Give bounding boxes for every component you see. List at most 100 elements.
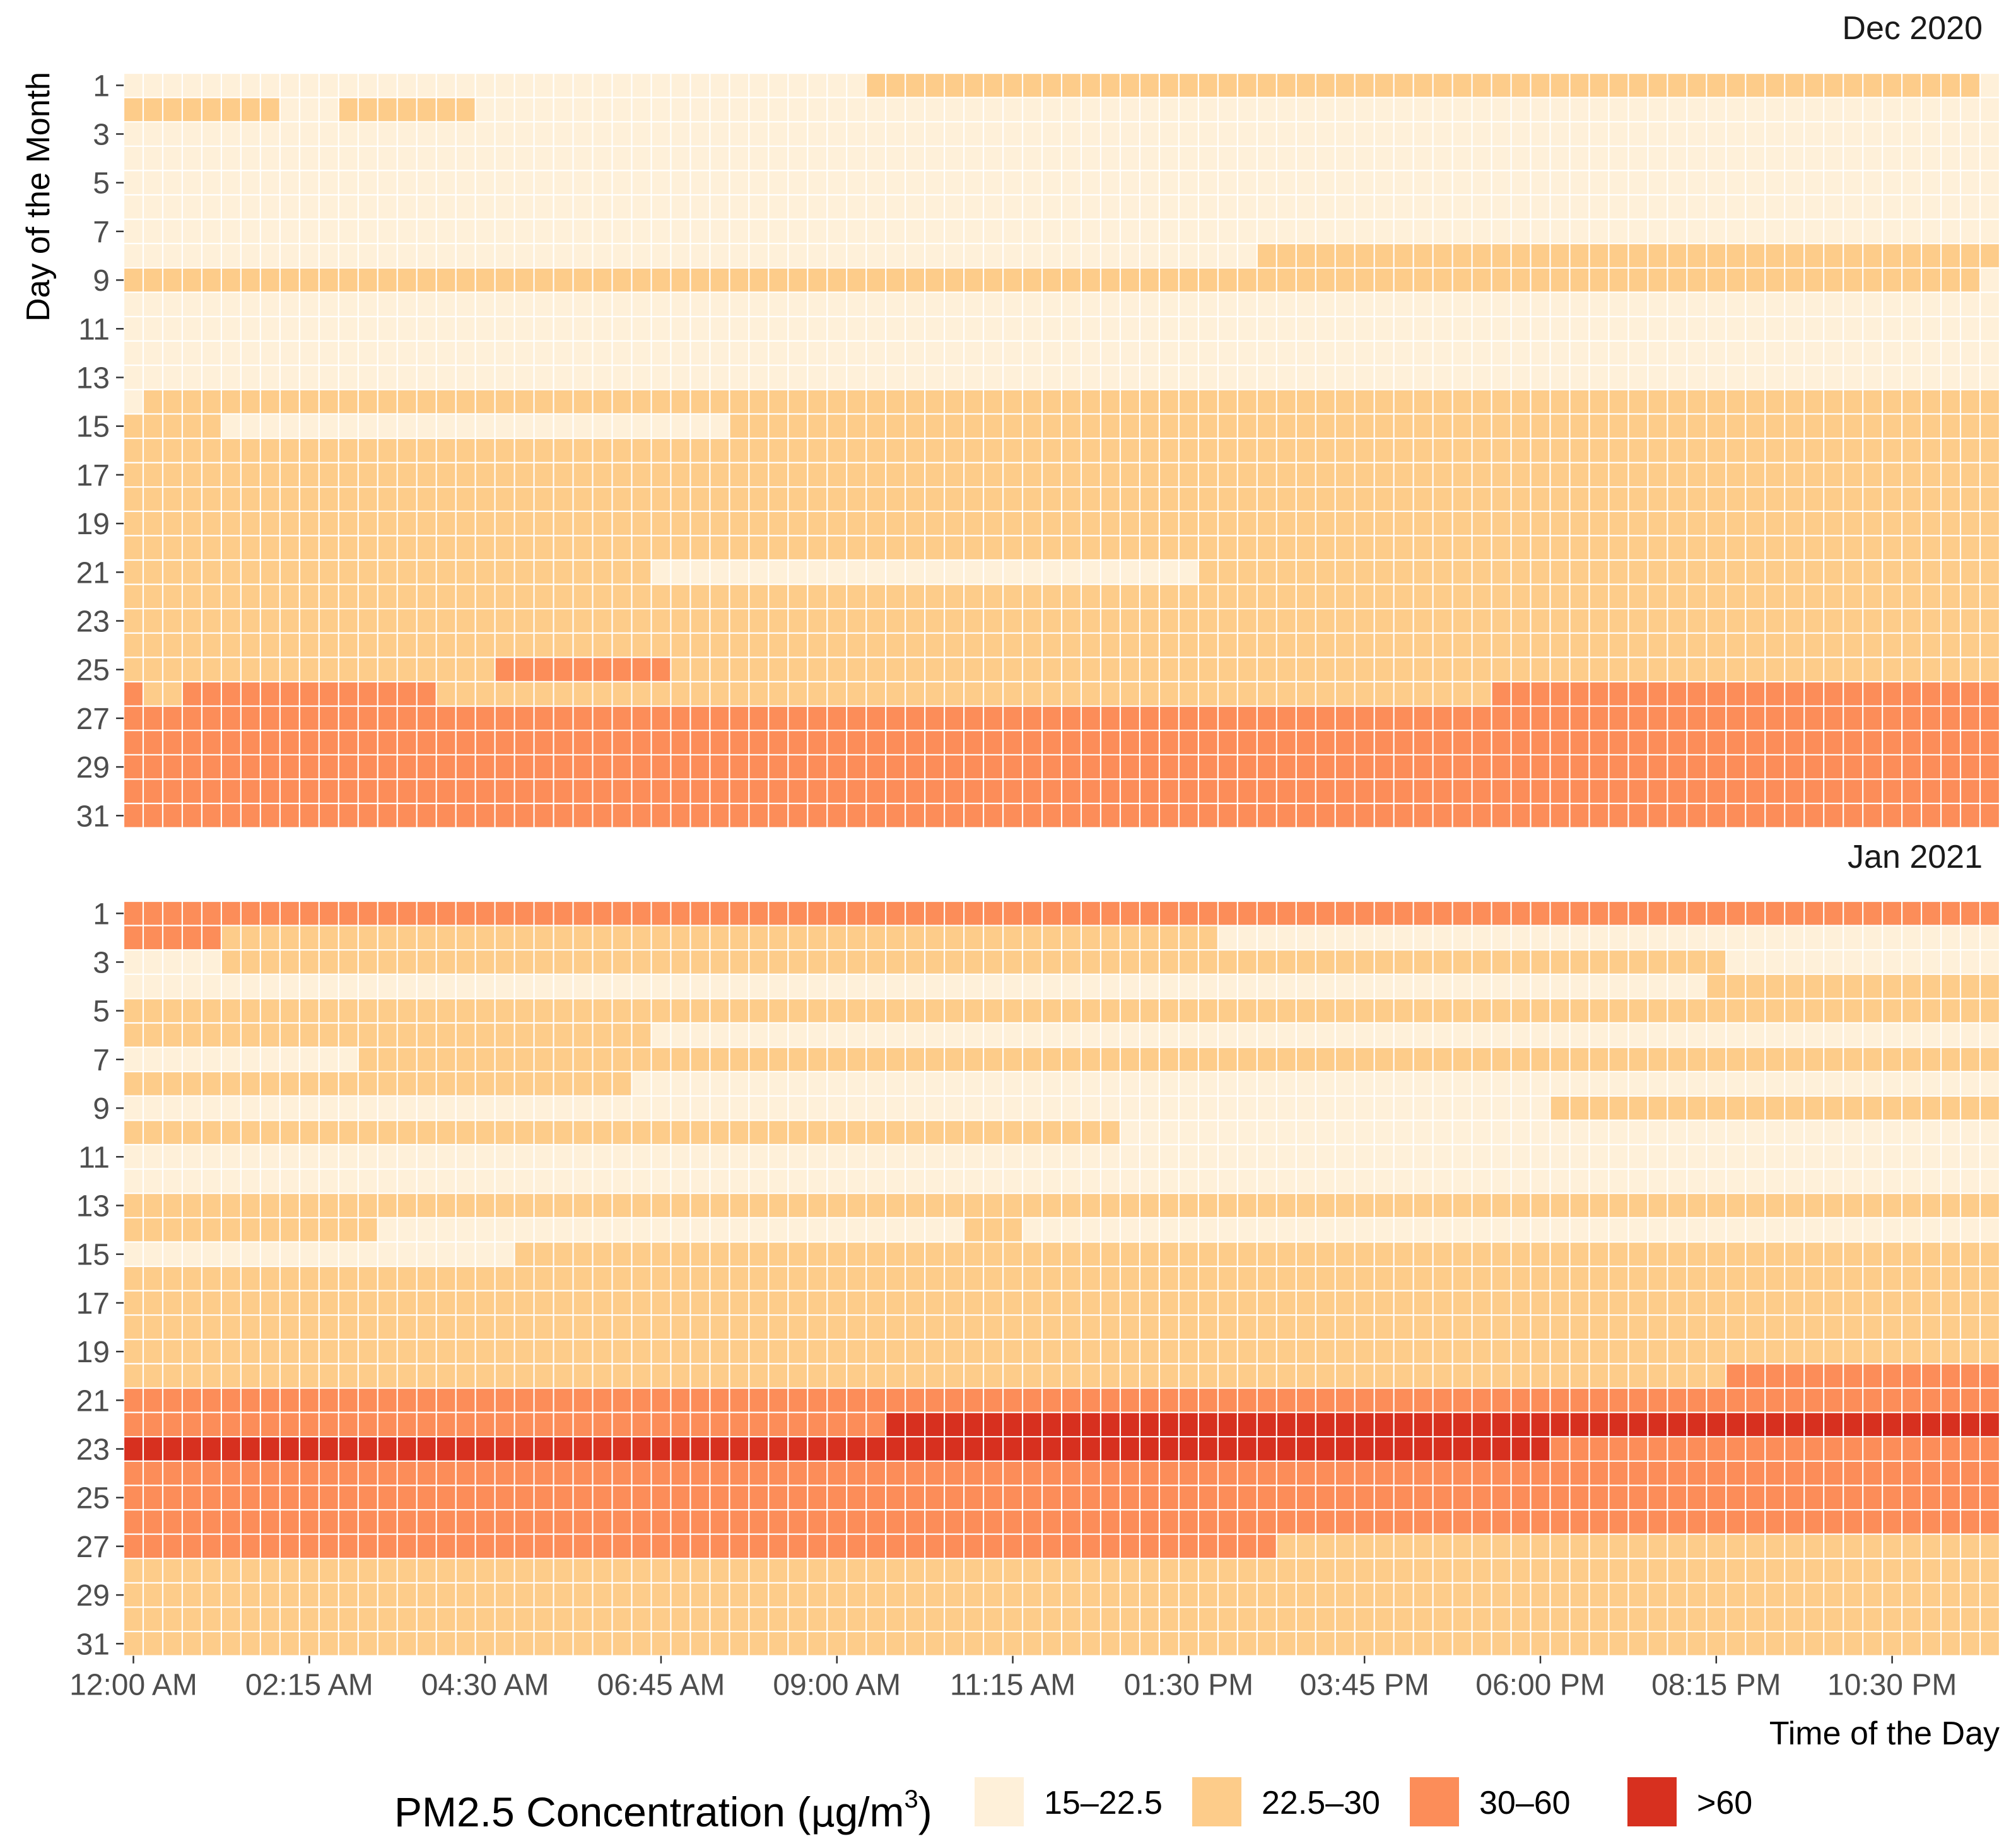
heatmap-cell: [1081, 170, 1101, 195]
heatmap-cell: [1472, 389, 1492, 414]
heatmap-cell: [710, 73, 730, 98]
heatmap-cell: [1452, 1023, 1472, 1048]
heatmap-cell: [671, 195, 691, 219]
heatmap-cell: [651, 243, 671, 268]
heatmap-cell: [1804, 462, 1824, 487]
heatmap-cell: [1198, 195, 1218, 219]
heatmap-cell: [279, 779, 300, 803]
heatmap-cell: [260, 754, 280, 779]
heatmap-cell: [319, 633, 339, 658]
heatmap-cell: [788, 1339, 808, 1364]
heatmap-cell: [397, 1047, 417, 1072]
heatmap-cell: [671, 925, 691, 950]
heatmap-cell: [710, 1242, 730, 1266]
heatmap-cell: [671, 633, 691, 658]
heatmap-cell: [651, 950, 671, 974]
heatmap-cell: [1726, 292, 1746, 317]
heatmap-cell: [631, 1120, 652, 1145]
heatmap-cell: [319, 487, 339, 511]
heatmap-cell: [1374, 1242, 1394, 1266]
heatmap-cell: [240, 1315, 261, 1340]
heatmap-cell: [612, 511, 632, 536]
heatmap-cell: [1921, 1047, 1942, 1072]
heatmap-cell: [925, 1266, 945, 1291]
heatmap-cell: [358, 511, 378, 536]
heatmap-cell: [1628, 365, 1648, 390]
heatmap-cell: [827, 438, 847, 463]
heatmap-cell: [1687, 365, 1707, 390]
heatmap-cell: [279, 1071, 300, 1096]
heatmap-cell: [1354, 317, 1374, 341]
heatmap-cell: [1706, 73, 1726, 98]
heatmap-cell: [1159, 754, 1179, 779]
heatmap-cell: [866, 1217, 886, 1242]
heatmap-cell: [299, 925, 319, 950]
heatmap-cell: [475, 438, 495, 463]
heatmap-cell: [612, 1169, 632, 1194]
heatmap-cell: [1687, 389, 1707, 414]
heatmap-cell: [397, 609, 417, 633]
heatmap-cell: [1648, 1290, 1668, 1316]
heatmap-cell: [1472, 317, 1492, 341]
heatmap-cell: [1100, 950, 1120, 974]
heatmap-cell: [573, 1071, 593, 1096]
heatmap-cell: [240, 292, 261, 317]
heatmap-cell: [964, 170, 984, 195]
heatmap-cell: [1237, 706, 1257, 731]
heatmap-cell: [1003, 365, 1023, 390]
heatmap-cell: [377, 682, 397, 706]
heatmap-cell: [1589, 730, 1609, 755]
heatmap-cell: [1433, 170, 1453, 195]
heatmap-cell: [358, 803, 378, 828]
heatmap-cell: [1687, 122, 1707, 146]
heatmap-cell: [1726, 219, 1746, 244]
heatmap-cell: [1667, 97, 1687, 122]
heatmap-cell: [338, 1242, 358, 1266]
heatmap-cell: [1237, 950, 1257, 974]
heatmap-cell: [1120, 243, 1140, 268]
heatmap-cell: [221, 1023, 241, 1048]
heatmap-cell: [1804, 754, 1824, 779]
heatmap-cell: [534, 292, 554, 317]
heatmap-cell: [1120, 317, 1140, 341]
heatmap-cell: [1726, 1120, 1746, 1145]
heatmap-cell: [240, 1266, 261, 1291]
heatmap-cell: [847, 1290, 867, 1316]
heatmap-cell: [279, 1339, 300, 1364]
heatmap-cell: [905, 341, 925, 366]
heatmap-cell: [1139, 1145, 1159, 1169]
heatmap-cell: [827, 974, 847, 999]
heatmap-cell: [964, 414, 984, 438]
heatmap-cell: [1882, 1047, 1902, 1072]
heatmap-cell: [827, 243, 847, 268]
heatmap-cell: [1393, 462, 1414, 487]
heatmap-cell: [827, 925, 847, 950]
heatmap-cell: [1335, 925, 1355, 950]
heatmap-cell: [1042, 657, 1062, 682]
heatmap-cell: [221, 754, 241, 779]
heatmap-cell: [1824, 998, 1844, 1023]
heatmap-cell: [1472, 73, 1492, 98]
heatmap-cell: [162, 706, 182, 731]
heatmap-cell: [1296, 560, 1316, 585]
heatmap-cell: [827, 706, 847, 731]
heatmap-cell: [1354, 389, 1374, 414]
heatmap-cell: [729, 511, 749, 536]
heatmap-cell: [671, 511, 691, 536]
heatmap-cell: [1354, 462, 1374, 487]
heatmap-cell: [651, 560, 671, 585]
heatmap-cell: [221, 1217, 241, 1242]
heatmap-cell: [788, 779, 808, 803]
heatmap-cell: [1628, 1145, 1648, 1169]
heatmap-cell: [1393, 706, 1414, 731]
heatmap-cell: [1609, 1023, 1629, 1048]
heatmap-cell: [1687, 511, 1707, 536]
heatmap-cell: [1120, 462, 1140, 487]
heatmap-cell: [1902, 779, 1922, 803]
heatmap-cell: [710, 803, 730, 828]
heatmap-cell: [397, 1095, 417, 1121]
heatmap-cell: [1824, 1071, 1844, 1096]
heatmap-cell: [905, 1145, 925, 1169]
heatmap-cell: [827, 584, 847, 609]
heatmap-cell: [1980, 584, 2000, 609]
